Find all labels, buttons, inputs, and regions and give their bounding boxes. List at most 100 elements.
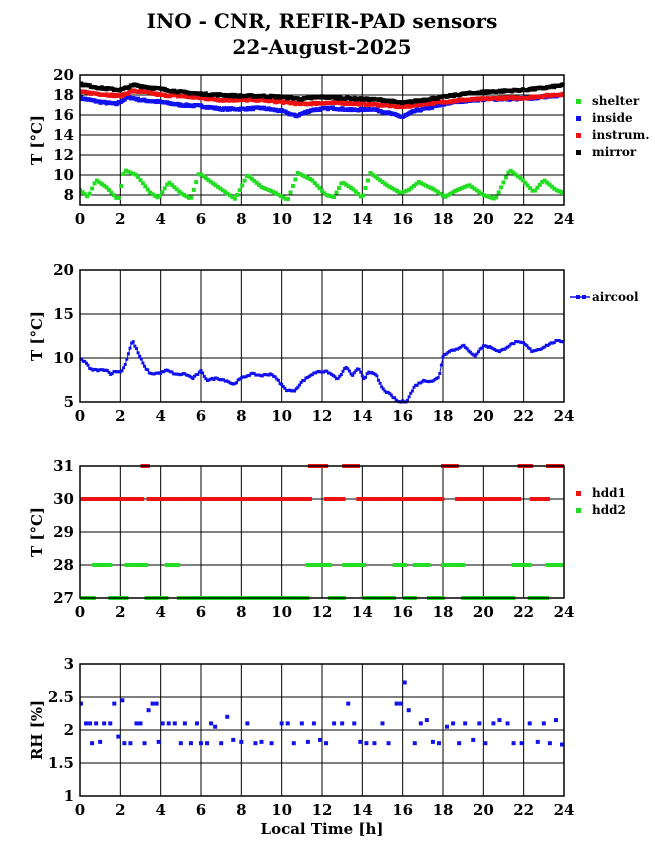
data-point [86, 363, 90, 367]
legend-item: mirror [576, 145, 637, 159]
data-point [399, 190, 404, 195]
data-point [358, 739, 363, 744]
legend-label: hdd1 [592, 486, 626, 500]
data-point [467, 183, 472, 188]
data-point [247, 373, 251, 377]
data-point [207, 378, 211, 382]
data-point [551, 341, 555, 345]
data-point [378, 178, 383, 183]
data-point [402, 680, 407, 685]
data-point [506, 170, 511, 175]
data-point [375, 176, 380, 181]
legend: aircool [570, 290, 639, 304]
data-point [269, 741, 274, 746]
legend-marker [576, 133, 581, 138]
data-point [267, 373, 271, 377]
x-tick-label: 4 [155, 407, 165, 425]
data-point [242, 178, 247, 183]
data-point [134, 721, 139, 726]
x-tick-label: 8 [236, 603, 246, 621]
data-point [542, 178, 547, 183]
data-point [283, 196, 288, 201]
data-point [363, 186, 368, 190]
data-point [150, 192, 155, 197]
data-point [317, 369, 321, 373]
data-point [217, 377, 221, 381]
data-point [407, 187, 412, 192]
data-point [549, 184, 554, 189]
data-point [393, 396, 397, 400]
data-point [288, 190, 293, 195]
plot-frame [79, 269, 565, 403]
data-point [358, 194, 363, 199]
data-point [143, 563, 149, 567]
y-tick-label: 15 [53, 305, 74, 323]
data-point [240, 183, 245, 188]
data-point [304, 376, 308, 380]
data-point [182, 192, 187, 197]
data-point [390, 186, 395, 191]
data-point [330, 373, 334, 377]
data-point [562, 191, 564, 195]
data-point [468, 350, 472, 354]
data-point [483, 344, 487, 348]
y-tick-label: 10 [53, 349, 74, 367]
data-point [131, 340, 135, 344]
data-point [452, 348, 456, 352]
data-point [562, 82, 564, 87]
data-point [477, 721, 482, 726]
data-point [222, 378, 226, 382]
x-tick-label: 10 [271, 603, 292, 621]
data-point [244, 173, 249, 178]
data-point [339, 373, 343, 377]
data-point [257, 373, 261, 377]
data-point [530, 188, 535, 193]
legend-item: inside [576, 111, 633, 125]
data-point [107, 188, 112, 193]
data-point [249, 372, 253, 376]
data-point [539, 347, 543, 351]
x-tick-label: 22 [513, 407, 534, 425]
data-point [131, 171, 136, 176]
data-point [497, 718, 502, 723]
data-point [311, 721, 316, 726]
x-tick-label: 8 [236, 210, 246, 228]
data-point [561, 563, 564, 567]
data-point [535, 348, 539, 352]
data-point [449, 348, 453, 352]
data-point [253, 741, 258, 746]
data-point [167, 369, 171, 373]
y-tick-label: 18 [53, 86, 74, 104]
data-point [531, 349, 535, 353]
x-tick-label: 24 [554, 603, 575, 621]
data-point [326, 371, 330, 375]
data-point [501, 180, 506, 185]
x-tick-label: 6 [196, 210, 206, 228]
data-point [169, 182, 174, 187]
data-point [84, 721, 89, 726]
data-point [460, 563, 465, 567]
data-point [473, 354, 477, 358]
data-point [184, 373, 188, 377]
data-point [353, 189, 358, 194]
x-tick-label: 10 [271, 210, 292, 228]
data-point [188, 741, 193, 746]
data-point [450, 190, 455, 195]
data-point [474, 188, 479, 193]
y-tick-label: 12 [53, 146, 74, 164]
data-point [219, 741, 224, 746]
data-point [212, 378, 216, 382]
data-point [457, 186, 462, 191]
x-tick-label: 18 [433, 407, 454, 425]
data-point [457, 741, 462, 746]
data-point [560, 340, 564, 344]
data-point [383, 389, 387, 393]
data-point [430, 379, 434, 383]
data-point [367, 370, 371, 374]
data-point [126, 352, 130, 356]
data-point [105, 369, 109, 373]
data-point [385, 390, 389, 394]
data-point [334, 190, 339, 195]
data-point [128, 741, 133, 746]
data-point [497, 350, 501, 354]
